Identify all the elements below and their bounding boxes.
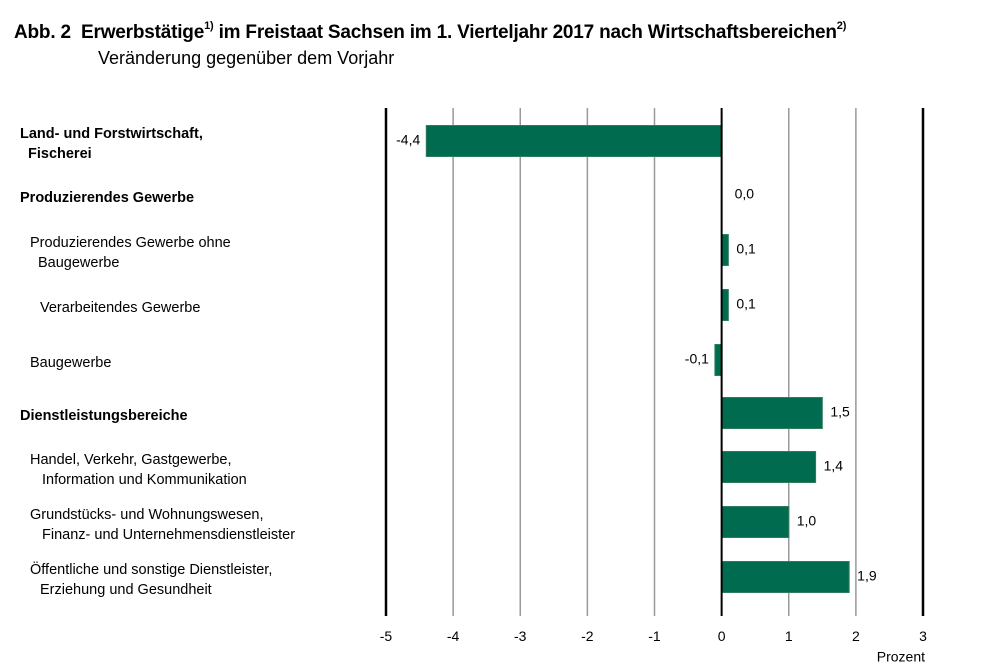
- bar-value-label: 0,1: [736, 296, 756, 312]
- category-label: Baugewerbe: [30, 355, 111, 371]
- category-label: Dienstleistungsbereiche: [20, 408, 188, 424]
- category-label: Fischerei: [28, 146, 92, 162]
- category-label: Erziehung und Gesundheit: [40, 582, 212, 598]
- category-label: Finanz- und Unternehmensdienstleister: [42, 527, 295, 543]
- x-axis-label: Prozent: [877, 648, 925, 664]
- category-label: Land- und Forstwirtschaft,: [20, 126, 203, 142]
- x-tick-label: -2: [581, 628, 594, 644]
- chart-subtitle: Veränderung gegenüber dem Vorjahr: [98, 48, 395, 68]
- bar-value-label: 1,9: [857, 568, 877, 584]
- category-label: Handel, Verkehr, Gastgewerbe,: [30, 452, 232, 468]
- bar-value-label: 1,4: [824, 458, 844, 474]
- bar: [721, 234, 729, 266]
- bar-value-label: 1,5: [830, 404, 850, 420]
- x-tick-label: -1: [648, 628, 661, 644]
- bar: [714, 344, 723, 376]
- category-label: Grundstücks- und Wohnungswesen,: [30, 507, 263, 523]
- bar-value-label: 0,0: [735, 186, 755, 202]
- bar-value-label: 0,1: [736, 241, 756, 257]
- bar: [425, 125, 723, 157]
- bar: [721, 397, 823, 429]
- bar-value-label: -0,1: [685, 351, 709, 367]
- bar-value-label: 1,0: [797, 513, 817, 529]
- category-label: Verarbeitendes Gewerbe: [40, 300, 200, 316]
- footnote-mark: 2): [836, 20, 847, 32]
- bar: [721, 561, 850, 593]
- chart-title: Abb. 2 Erwerbstätige1) im Freistaat Sach…: [14, 20, 846, 44]
- category-label: Produzierendes Gewerbe: [20, 190, 194, 206]
- category-label: Baugewerbe: [38, 255, 119, 271]
- x-tick-label: -4: [447, 628, 460, 644]
- x-tick-label: 3: [919, 628, 927, 644]
- bar: [721, 506, 790, 538]
- bar: [721, 289, 729, 321]
- category-label: Information und Kommunikation: [42, 472, 247, 488]
- x-tick-label: 0: [718, 628, 726, 644]
- x-tick-label: 1: [785, 628, 793, 644]
- x-tick-label: 2: [852, 628, 860, 644]
- footnote-mark: 1): [204, 20, 214, 32]
- bar-value-label: -4,4: [396, 132, 420, 148]
- x-tick-label: -5: [380, 628, 393, 644]
- figure-number: Abb. 2: [14, 22, 71, 43]
- bar: [721, 451, 817, 483]
- title-text: Erwerbstätige: [81, 22, 205, 43]
- category-label: Produzierendes Gewerbe ohne: [30, 235, 231, 251]
- title-text: im Freistaat Sachsen im 1. Vierteljahr 2…: [213, 22, 837, 43]
- category-label: Öffentliche und sonstige Dienstleister,: [30, 560, 272, 578]
- x-tick-label: -3: [514, 628, 527, 644]
